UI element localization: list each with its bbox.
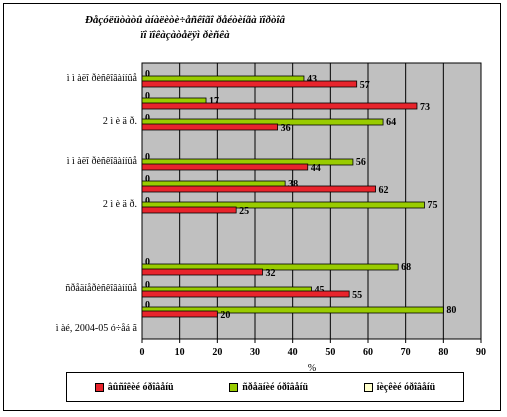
data-label-low-1: 0	[145, 91, 150, 102]
x-tick-label-9: 90	[476, 347, 486, 358]
legend: âûñîêèé óðîâåíü ñðåäíèé óðîâåíü íèçêèé ó…	[66, 372, 464, 402]
data-label-medium-3: 56	[356, 157, 366, 168]
bar-medium-8	[141, 306, 444, 314]
data-label-high-8: 20	[220, 310, 230, 321]
category-label-3: 2 ì è ä ð.	[103, 199, 137, 210]
data-label-medium-6: 68	[401, 262, 411, 273]
bar-medium-6	[141, 263, 399, 271]
category-label-1: 2 ì è ä ð.	[103, 116, 137, 127]
chart-title-line-1: Ðåçóëüòàòû àíàëèòè÷åñêîãî ðåéòèíãà ïîðòî…	[84, 14, 286, 26]
bar-high-6	[141, 268, 263, 276]
data-label-medium-5: 75	[428, 200, 438, 211]
bar-high-4	[141, 185, 376, 193]
bar-medium-5	[141, 201, 425, 209]
legend-item-high: âûñîêèé óðîâåíü	[94, 381, 174, 393]
legend-swatch-low	[363, 382, 373, 392]
data-label-medium-4: 38	[288, 179, 298, 190]
data-label-low-7: 0	[145, 280, 150, 291]
legend-item-low: íèçêèé óðîâåíü	[363, 381, 436, 393]
bar-high-8	[141, 310, 218, 318]
legend-swatch-high	[94, 382, 104, 392]
data-label-high-6: 32	[266, 268, 276, 279]
x-axis-title: %	[308, 363, 316, 374]
data-label-high-1: 73	[420, 102, 430, 113]
legend-label-medium: ñðåäíèé óðîâåíü	[242, 381, 309, 393]
data-label-high-2: 36	[281, 123, 291, 134]
bar-high-0	[141, 80, 358, 88]
legend-swatch-medium	[229, 382, 239, 392]
category-label-6: ì àé, 2004-05 ó÷åá ã	[56, 323, 138, 334]
x-tick-label-7: 70	[401, 347, 411, 358]
bar-high-7	[141, 290, 350, 298]
x-tick-label-4: 40	[288, 347, 298, 358]
x-tick-label-1: 10	[175, 347, 185, 358]
data-label-low-6: 0	[145, 257, 150, 268]
x-tick-label-8: 80	[438, 347, 448, 358]
x-tick-label-5: 50	[325, 347, 335, 358]
data-label-high-4: 62	[379, 185, 389, 196]
category-label-5: ñðåäíåðèñêîâàííûå	[65, 283, 137, 294]
bar-high-5	[141, 206, 237, 214]
x-tick-label-0: 0	[140, 347, 145, 358]
bar-high-3	[141, 163, 309, 171]
bar-high-2	[141, 123, 279, 131]
data-label-high-3: 44	[311, 163, 321, 174]
data-label-medium-7: 45	[315, 285, 325, 296]
data-label-low-5: 0	[145, 196, 150, 207]
category-label-0: ì ì àëî ðèñêîâàííûå	[67, 73, 138, 84]
data-label-medium-2: 64	[386, 117, 396, 128]
legend-label-low: íèçêèé óðîâåíü	[376, 381, 436, 393]
x-tick-label-2: 20	[212, 347, 222, 358]
data-label-high-5: 25	[239, 206, 249, 217]
legend-item-medium: ñðåäíèé óðîâåíü	[229, 382, 308, 393]
data-label-high-7: 55	[352, 290, 362, 301]
category-label-2: ì ì àëî ðèñêîâàííûå	[67, 156, 138, 167]
x-tick-label-6: 60	[363, 347, 373, 358]
data-label-low-8: 0	[145, 300, 150, 311]
chart-title: Ðåçóëüòàòû àíàëèòè÷åñêîãî ðåéòèíãà ïîðòî…	[20, 13, 350, 43]
data-label-low-4: 0	[145, 174, 150, 185]
bar-high-1	[141, 102, 418, 110]
chart-title-line-2: ïî ïîêàçàòåëÿì ðèñêà	[140, 29, 230, 41]
data-label-medium-0: 43	[307, 74, 317, 85]
data-label-medium-8: 80	[446, 305, 456, 316]
data-label-high-0: 57	[360, 80, 370, 91]
data-label-low-0: 0	[145, 69, 150, 80]
legend-label-high: âûñîêèé óðîâåíü	[107, 381, 174, 393]
data-label-low-2: 0	[145, 113, 150, 124]
data-label-low-3: 0	[145, 152, 150, 163]
data-label-medium-1: 17	[209, 96, 219, 107]
x-tick-label-3: 30	[250, 347, 260, 358]
